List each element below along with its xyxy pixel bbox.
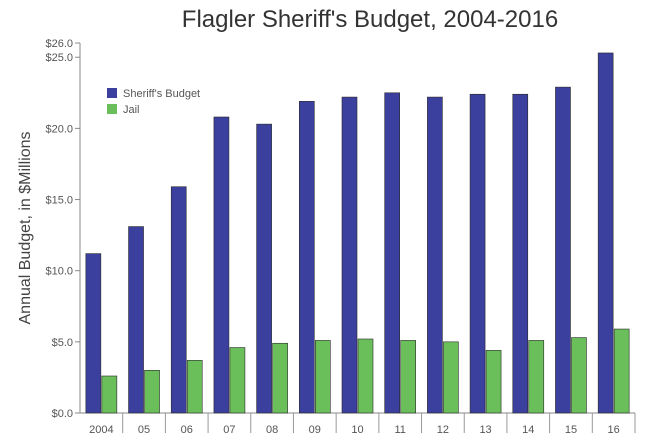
sheriff-budget-bar [128, 226, 144, 414]
sheriff-budget-bar [341, 96, 358, 414]
sheriff-budget-bar [384, 92, 400, 414]
y-axis-label: Annual Budget, in $Millions [17, 131, 34, 324]
x-tick-label: 10 [351, 424, 363, 436]
jail-bar [400, 340, 416, 414]
x-tick-label: 14 [522, 424, 534, 436]
x-tick-label: 2004 [89, 424, 113, 436]
sheriff-budget-bar [555, 86, 571, 414]
jail-bar [144, 370, 160, 414]
y-tick-label: $10.0 [45, 266, 73, 278]
chart-title: Flagler Sheriff's Budget, 2004-2016 [181, 6, 559, 33]
jail-bar [186, 360, 203, 414]
jail-bar [571, 337, 587, 414]
y-tick-label: $20.0 [45, 123, 73, 135]
x-tick-label: 15 [565, 424, 577, 436]
x-tick-label: 11 [394, 424, 405, 436]
sheriff-budget-bar [469, 93, 486, 414]
legend-swatch [107, 88, 117, 98]
y-tick-label: $5.0 [52, 337, 73, 349]
sheriff-budget-bar [256, 123, 272, 414]
x-tick-label: 07 [223, 424, 235, 436]
sheriff-budget-bar [512, 93, 529, 414]
x-tick-label: 12 [437, 424, 449, 436]
y-tick-label: $15.0 [45, 195, 73, 207]
jail-bar [443, 341, 459, 414]
x-tick-label: 05 [138, 424, 150, 436]
jail-bar [229, 347, 246, 414]
jail-bar [528, 340, 545, 414]
legend-swatch [107, 104, 117, 114]
sheriff-budget-bar [85, 253, 102, 414]
y-tick-label: $25.0 [45, 52, 73, 64]
x-tick-label: 16 [608, 424, 620, 436]
x-tick-label: 13 [479, 424, 491, 436]
x-tick-label: 06 [181, 424, 193, 436]
sheriff-budget-bar [299, 101, 315, 414]
jail-bar [101, 375, 118, 414]
sheriff-budget-bar [597, 52, 614, 414]
y-tick-label: $26.0 [45, 38, 73, 50]
jail-bar [613, 328, 630, 414]
x-tick-label: 08 [266, 424, 278, 436]
sheriff-budget-bar [170, 186, 187, 414]
jail-bar [357, 338, 374, 414]
legend-label: Jail [123, 104, 140, 116]
sheriff-budget-bar [213, 116, 230, 414]
jail-bar [272, 342, 288, 414]
sheriff-budget-bar [427, 96, 443, 414]
jail-bar [315, 340, 331, 414]
x-tick-label: 09 [309, 424, 321, 436]
legend-label: Sheriff's Budget [123, 88, 200, 100]
jail-bar [485, 350, 502, 414]
y-tick-label: $0.0 [52, 408, 73, 420]
